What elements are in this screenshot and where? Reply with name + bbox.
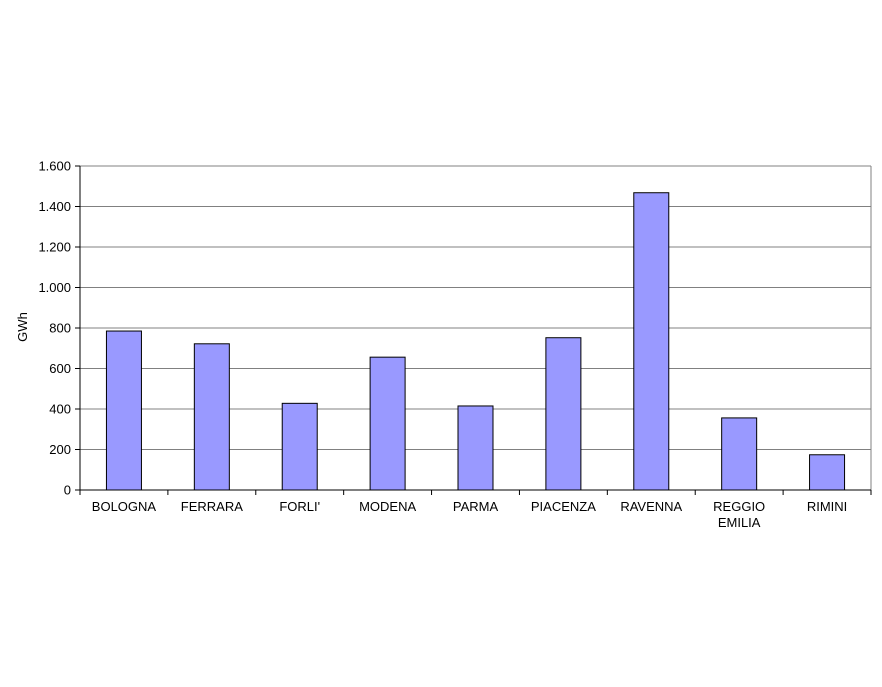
x-tick-label: BOLOGNA bbox=[92, 499, 157, 514]
y-tick-label: 1.200 bbox=[38, 240, 71, 255]
axes bbox=[75, 165, 872, 495]
y-tick-label: 0 bbox=[64, 483, 71, 498]
bar bbox=[545, 337, 582, 491]
y-tick-label: 1.600 bbox=[38, 159, 71, 174]
y-tick-label: 1.400 bbox=[38, 199, 71, 214]
bar bbox=[105, 330, 142, 491]
y-axis-label: GWh bbox=[15, 312, 30, 342]
bar bbox=[369, 356, 406, 491]
x-tick-label: EMILIA bbox=[718, 515, 761, 530]
bar bbox=[193, 343, 230, 491]
bar bbox=[457, 405, 494, 491]
x-tick-label: MODENA bbox=[359, 499, 416, 514]
bar bbox=[809, 454, 846, 491]
x-tick-label: REGGIO bbox=[713, 499, 765, 514]
y-tick-label: 600 bbox=[49, 361, 71, 376]
bar bbox=[281, 402, 318, 491]
y-tick-label: 1.000 bbox=[38, 280, 71, 295]
bars bbox=[105, 192, 846, 491]
x-tick-label: PARMA bbox=[453, 499, 499, 514]
y-tick-label: 400 bbox=[49, 402, 71, 417]
x-tick-labels: BOLOGNA FERRARA FORLI' MODENA PARMA PIACENZA R… bbox=[92, 499, 847, 530]
x-tick-label: PIACENZA bbox=[531, 499, 596, 514]
y-tick-labels: 0 200 400 600 800 1.000 1.200 1.400 1.600 bbox=[38, 159, 71, 498]
y-tick-label: 800 bbox=[49, 321, 71, 336]
x-tick-label: RAVENNA bbox=[620, 499, 682, 514]
y-tick-label: 200 bbox=[49, 442, 71, 457]
bar bbox=[633, 192, 670, 491]
x-tick-label: RIMINI bbox=[807, 499, 847, 514]
x-tick-label: FERRARA bbox=[181, 499, 243, 514]
x-tick-label: FORLI' bbox=[279, 499, 320, 514]
bar bbox=[721, 417, 758, 491]
